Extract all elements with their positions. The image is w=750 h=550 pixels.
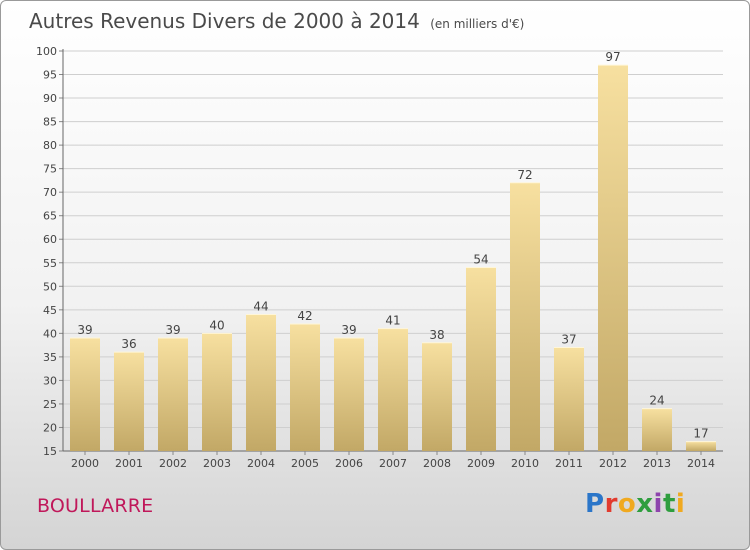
x-tick-label: 2000 [71, 457, 99, 470]
data-label: 41 [385, 314, 400, 328]
y-tick-label: 70 [43, 186, 57, 199]
x-tick-label: 2009 [467, 457, 495, 470]
data-label: 36 [121, 337, 136, 351]
bar [554, 347, 584, 451]
bar [70, 338, 100, 451]
bar [114, 352, 144, 451]
logo-letter: o [617, 489, 637, 519]
proxiti-logo: Proxiti [585, 489, 685, 519]
y-tick-label: 100 [36, 45, 57, 58]
bar [246, 314, 276, 451]
x-tick-label: 2010 [511, 457, 539, 470]
y-tick-label: 35 [43, 351, 57, 364]
data-label: 97 [605, 50, 620, 64]
logo-letter: r [604, 489, 618, 519]
bar [466, 267, 496, 451]
x-tick-label: 2007 [379, 457, 407, 470]
data-label: 39 [341, 323, 356, 337]
y-tick-label: 90 [43, 92, 57, 105]
bar [378, 328, 408, 451]
y-tick-label: 15 [43, 445, 57, 458]
data-label: 17 [693, 427, 708, 441]
logo-letter: i [675, 489, 686, 519]
logo-letter: P [585, 489, 605, 519]
x-tick-label: 2014 [687, 457, 715, 470]
bar [290, 323, 320, 451]
bar [422, 342, 452, 451]
y-tick-label: 45 [43, 304, 57, 317]
x-tick-label: 2002 [159, 457, 187, 470]
logo-letter: t [662, 489, 676, 519]
y-tick-label: 55 [43, 257, 57, 270]
data-label: 42 [297, 309, 312, 323]
x-tick-label: 2013 [643, 457, 671, 470]
y-tick-label: 20 [43, 421, 57, 434]
x-tick-label: 2004 [247, 457, 275, 470]
bar [202, 333, 232, 451]
bar [158, 338, 188, 451]
y-tick-label: 85 [43, 116, 57, 129]
commune-name: BOULLARRE [37, 495, 154, 517]
data-label: 72 [517, 168, 532, 182]
chart-subtitle: (en milliers d'€) [430, 17, 525, 31]
y-tick-label: 65 [43, 210, 57, 223]
data-label: 39 [165, 323, 180, 337]
x-tick-label: 2012 [599, 457, 627, 470]
bar [510, 182, 540, 451]
data-label: 44 [253, 300, 268, 314]
data-label: 40 [209, 318, 224, 332]
y-tick-label: 50 [43, 280, 57, 293]
data-label: 24 [649, 394, 664, 408]
logo-letter: i [653, 489, 663, 519]
x-tick-label: 2001 [115, 457, 143, 470]
data-label: 54 [473, 252, 488, 266]
x-tick-label: 2011 [555, 457, 583, 470]
logo-letter: x [636, 489, 654, 519]
y-tick-label: 75 [43, 163, 57, 176]
bar [642, 408, 672, 451]
chart-title: Autres Revenus Divers de 2000 à 2014 (en… [29, 9, 524, 33]
bar [598, 65, 628, 451]
y-tick-label: 60 [43, 233, 57, 246]
y-tick-label: 95 [43, 69, 57, 82]
y-tick-label: 40 [43, 327, 57, 340]
x-tick-label: 2008 [423, 457, 451, 470]
chart-title-text: Autres Revenus Divers de 2000 à 2014 [29, 9, 420, 33]
bar [334, 338, 364, 451]
data-label: 37 [561, 332, 576, 346]
x-tick-label: 2006 [335, 457, 363, 470]
data-label: 38 [429, 328, 444, 342]
data-label: 39 [77, 323, 92, 337]
bar [686, 441, 716, 451]
y-tick-label: 80 [43, 139, 57, 152]
x-tick-label: 2005 [291, 457, 319, 470]
x-tick-label: 2003 [203, 457, 231, 470]
y-tick-label: 30 [43, 374, 57, 387]
y-tick-label: 25 [43, 398, 57, 411]
